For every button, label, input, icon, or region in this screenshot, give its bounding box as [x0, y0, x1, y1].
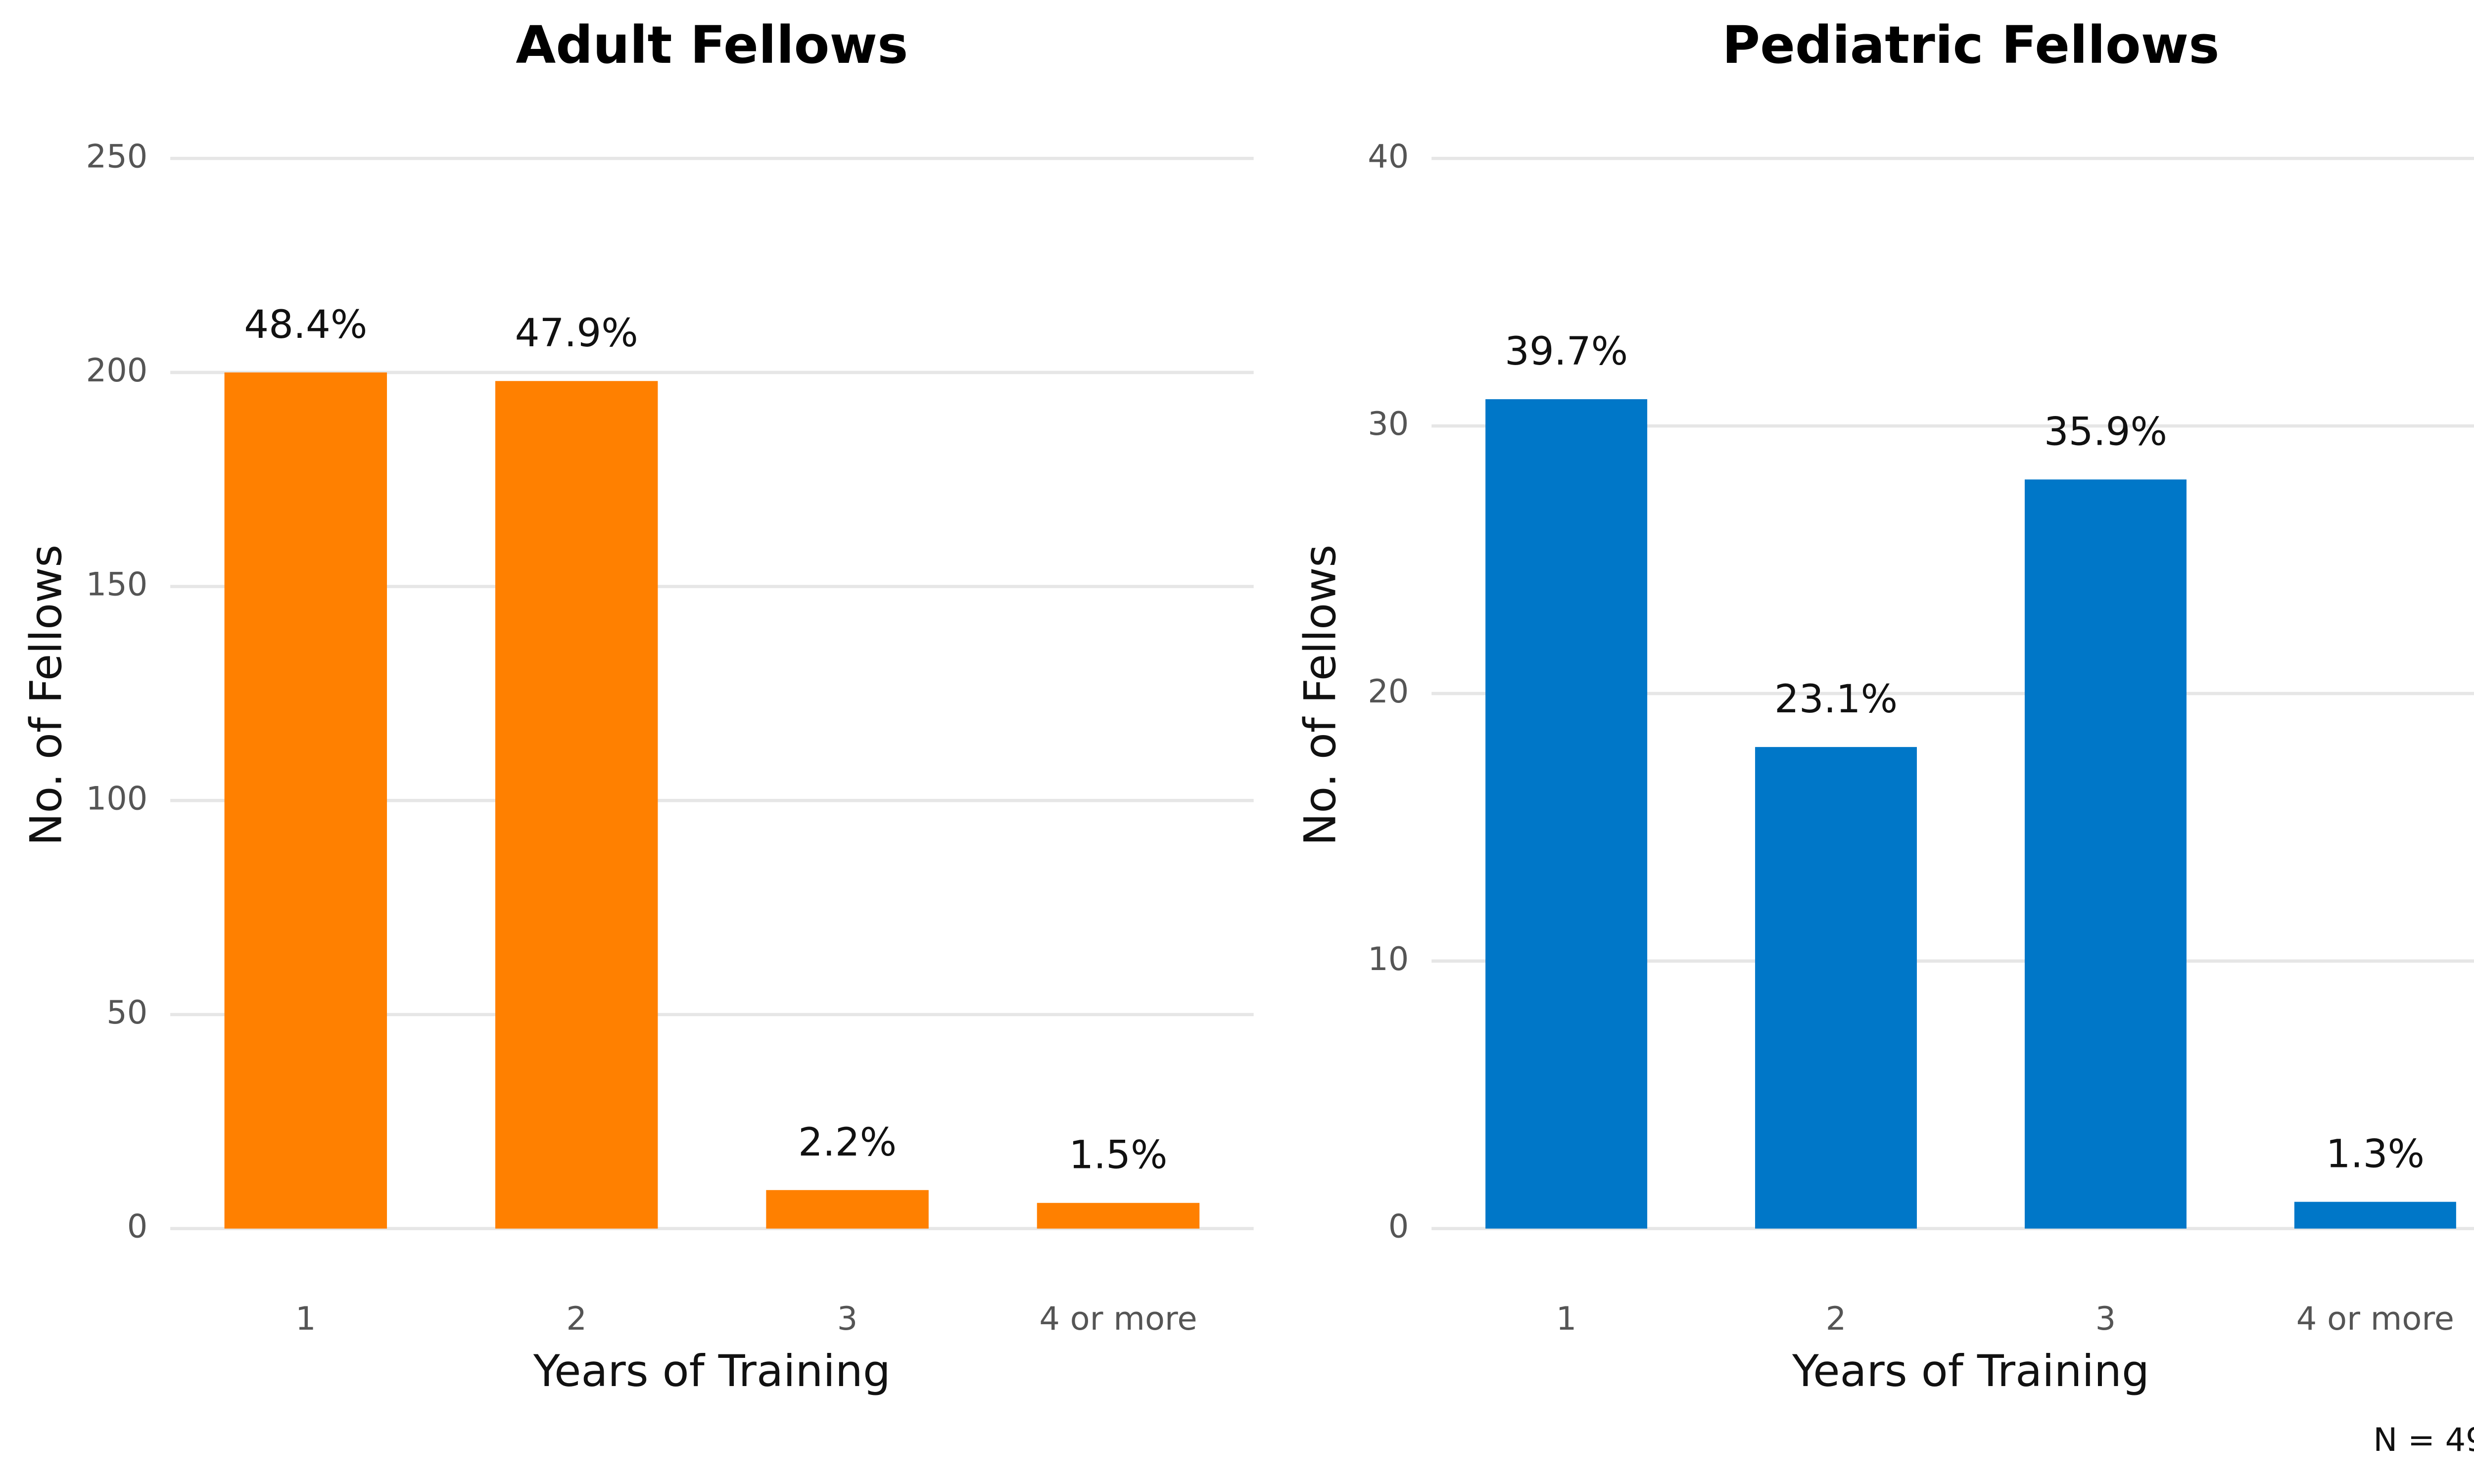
y-tick-label: 0 [1388, 1208, 1409, 1246]
y-tick-label: 150 [86, 566, 148, 603]
chart-title: Pediatric Fellows [1722, 15, 2219, 75]
y-tick-label: 30 [1368, 405, 1409, 443]
x-axis-title: Years of Training [533, 1345, 891, 1396]
bar-label: 39.7% [1505, 329, 1628, 374]
bar [1037, 1203, 1200, 1229]
x-tick-label: 4 or more [1039, 1300, 1197, 1338]
x-tick-label: 2 [1826, 1300, 1847, 1338]
y-tick-label: 10 [1368, 940, 1409, 978]
x-axis-title: Years of Training [1792, 1345, 2149, 1396]
y-tick-label: 0 [127, 1208, 148, 1246]
x-tick-label: 3 [2095, 1300, 2116, 1338]
y-tick-label: 20 [1368, 673, 1409, 710]
bar-label: 1.5% [1069, 1133, 1167, 1178]
y-tick-label: 40 [1368, 138, 1409, 175]
bar [495, 381, 658, 1229]
bar [224, 372, 387, 1229]
bar [2024, 479, 2187, 1229]
x-tick-label: 3 [837, 1300, 858, 1338]
note: N = 491 [2373, 1421, 2474, 1459]
y-axis-title: No. of Fellows [1295, 545, 1346, 846]
bar [2294, 1202, 2456, 1229]
chart-title: Adult Fellows [516, 15, 908, 75]
bar-label: 47.9% [515, 311, 638, 356]
y-tick-label: 250 [86, 138, 148, 175]
x-tick-label: 4 or more [2296, 1300, 2454, 1338]
x-tick-label: 2 [566, 1300, 587, 1338]
bar-label: 23.1% [1774, 677, 1898, 722]
bar-label: 35.9% [2044, 409, 2167, 454]
y-tick-label: 100 [86, 780, 148, 817]
y-tick-label: 50 [106, 994, 147, 1031]
x-tick-label: 1 [1556, 1300, 1577, 1338]
bar-label: 2.2% [798, 1120, 897, 1165]
bar-label: 1.3% [2326, 1132, 2425, 1177]
bar [1485, 399, 1648, 1229]
x-tick-label: 1 [295, 1300, 316, 1338]
bar [1755, 747, 1917, 1229]
bar-label: 48.4% [244, 302, 367, 347]
y-tick-label: 200 [86, 352, 148, 389]
y-axis-title: No. of Fellows [20, 545, 71, 846]
bar [766, 1190, 929, 1229]
